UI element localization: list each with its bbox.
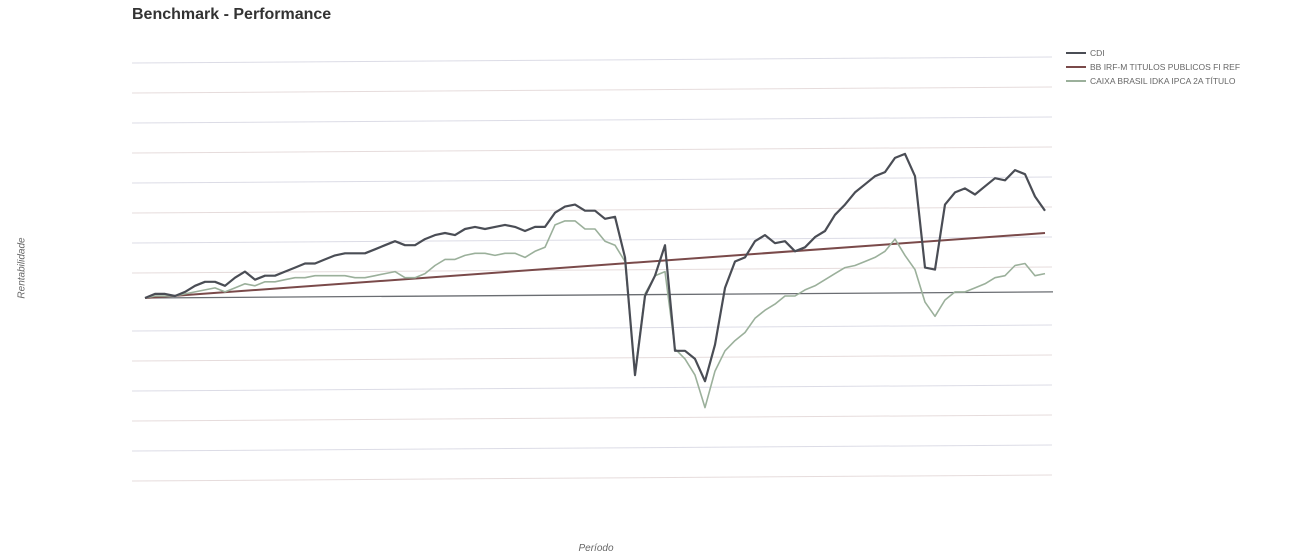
series-line-reference: [144, 291, 1054, 299]
legend-item-caixa-idka[interactable]: CAIXA BRASIL IDKA IPCA 2A TÍTULO: [1066, 74, 1240, 88]
gridline: [131, 354, 1053, 362]
gridline: [131, 176, 1053, 184]
series-lines: [144, 152, 1054, 409]
gridline: [131, 384, 1053, 392]
gridline: [131, 414, 1053, 422]
gridline: [131, 474, 1053, 482]
chart-title: Benchmark - Performance: [132, 6, 332, 23]
legend-label-bb-irf-m: BB IRF-M TITULOS PUBLICOS FI REF: [1090, 62, 1241, 72]
legend-item-bb-irf-m[interactable]: BB IRF-M TITULOS PUBLICOS FI REF: [1066, 60, 1240, 74]
gridline: [131, 324, 1053, 332]
series-line-cdi: [144, 152, 1046, 383]
legend-swatch-cdi: [1066, 52, 1086, 54]
gridline: [131, 236, 1053, 244]
series-line-bb-irf-m: [144, 232, 1046, 299]
legend: CDI BB IRF-M TITULOS PUBLICOS FI REF CAI…: [1066, 46, 1240, 88]
gridline: [131, 146, 1053, 154]
series-line-caixa-idka: [144, 220, 1046, 409]
gridline: [131, 444, 1053, 452]
gridline: [131, 56, 1053, 64]
legend-label-caixa-idka: CAIXA BRASIL IDKA IPCA 2A TÍTULO: [1090, 76, 1236, 86]
legend-swatch-bb-irf-m: [1066, 66, 1086, 68]
x-axis-label: Período: [578, 543, 614, 554]
gridline: [131, 86, 1053, 94]
legend-item-cdi[interactable]: CDI: [1066, 46, 1240, 60]
legend-label-cdi: CDI: [1090, 48, 1105, 58]
gridlines: [131, 56, 1053, 482]
legend-swatch-caixa-idka: [1066, 80, 1086, 82]
gridline: [131, 116, 1053, 124]
